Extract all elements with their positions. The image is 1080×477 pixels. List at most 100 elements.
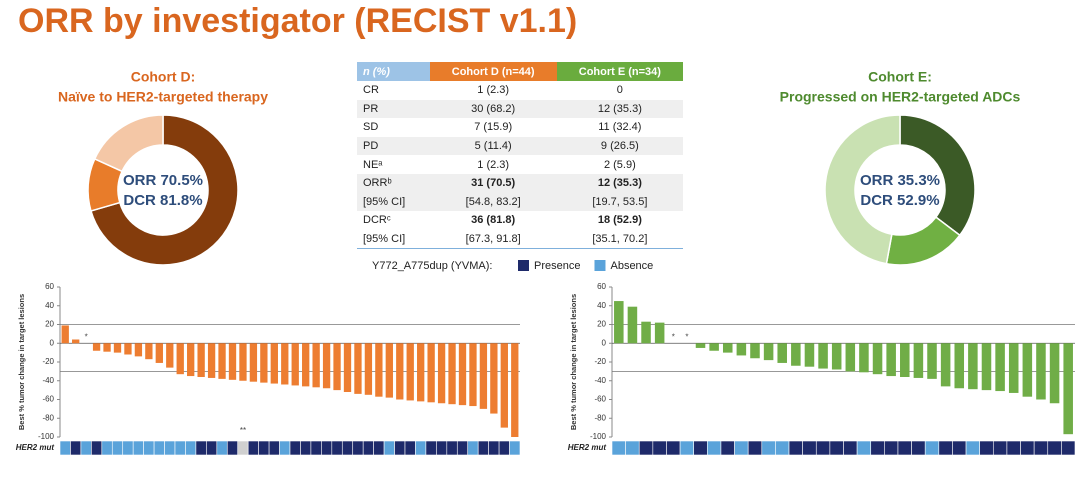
bar: [709, 343, 719, 351]
her2-cell: [611, 440, 626, 456]
her2-cell: [111, 440, 124, 456]
her2-cell: [456, 440, 469, 456]
bar: [260, 343, 268, 383]
donut-segment: [824, 114, 901, 265]
bar: [968, 343, 978, 390]
donut-center-text: DCR 81.8%: [123, 192, 202, 209]
donut-segment: [90, 114, 239, 266]
bar: [291, 343, 299, 386]
her2-cell: [80, 440, 92, 456]
her2-cell: [979, 440, 994, 456]
bar: [145, 343, 153, 360]
y-tick-label: -60: [42, 395, 54, 404]
her2-cell: [498, 440, 510, 456]
her2-cell: [237, 440, 249, 456]
bar: [750, 343, 760, 359]
bar: [281, 343, 289, 385]
her2-cell: [911, 440, 926, 456]
bar: [1008, 343, 1019, 393]
table-row: SD 7 (15.9) 11 (32.4): [357, 118, 683, 137]
row-label: HER2 mut: [568, 443, 607, 452]
her2-cell: [341, 440, 354, 456]
bar: [218, 343, 226, 379]
bar: [1022, 343, 1033, 397]
table-row: CR 1 (2.3) 0: [357, 81, 683, 100]
her2-cell: [992, 440, 1008, 456]
her2-cell: [734, 440, 749, 456]
her2-cell: [268, 440, 280, 456]
her2-cell: [652, 440, 667, 456]
table-row: PR 30 (68.2) 12 (35.3): [357, 99, 683, 119]
her2-cell: [693, 440, 708, 456]
bar-annotation: *: [672, 332, 675, 341]
her2-cell: [1061, 440, 1076, 456]
bar: [954, 343, 965, 389]
bar: [249, 343, 258, 382]
donut-subtitle: Naïve to HER2-targeted therapy: [58, 89, 268, 105]
her2-cell: [761, 440, 776, 456]
her2-cell: [101, 440, 113, 456]
her2-cell: [856, 440, 872, 456]
table-cell: PD: [357, 136, 430, 156]
her2-cell: [310, 440, 322, 456]
bar: [113, 343, 122, 353]
bar: [490, 343, 498, 414]
bar: [804, 343, 815, 367]
her2-cell: [1033, 440, 1049, 456]
her2-cell: [638, 440, 654, 456]
her2-cell: [509, 440, 521, 456]
table-cell: PR: [357, 99, 430, 119]
bar: [791, 343, 801, 366]
her2-cell: [164, 440, 176, 456]
y-tick-label: 0: [602, 338, 607, 347]
table-cell: 2 (5.9): [603, 158, 636, 171]
header-row: n (%) Cohort D (n=44) Cohort E (n=34): [357, 62, 683, 81]
bar: [354, 343, 362, 394]
bar: [900, 343, 910, 377]
her2-cell: [247, 440, 259, 456]
y-tick-label: -80: [594, 413, 606, 422]
her2-cell: [362, 440, 374, 456]
bar-annotation: **: [240, 426, 246, 435]
table-cell: 11 (32.4): [598, 121, 642, 134]
her2-cell: [404, 440, 416, 456]
y-axis-label: Best % tumor change in target lesions: [17, 294, 26, 430]
bar: [364, 343, 373, 395]
her2-cell: [802, 440, 817, 456]
slide-title: ORR by investigator (RECIST v1.1): [18, 2, 578, 40]
donut-title: Cohort D:: [131, 69, 196, 85]
her2-cell: [775, 440, 790, 456]
table-cell: DCRᶜ: [363, 214, 391, 227]
table-cell: 36 (81.8): [471, 214, 516, 227]
her2-cell: [132, 440, 144, 456]
bar: [302, 343, 310, 387]
bar: [437, 343, 446, 404]
table-cell: [54.8, 83.2]: [429, 192, 557, 212]
y-tick-label: -40: [42, 376, 54, 385]
bar: [134, 343, 143, 357]
bar: [396, 343, 404, 400]
y-tick-label: 20: [45, 320, 54, 329]
y-tick-label: -80: [42, 413, 54, 422]
her2-cell: [952, 440, 967, 456]
bar: [197, 343, 205, 377]
her2-cell: [70, 440, 82, 456]
y-tick-label: 60: [597, 282, 606, 291]
table-cell: [67.3, 91.8]: [465, 233, 521, 246]
table-cell: [19.7, 53.5]: [556, 192, 683, 212]
header-cell: Cohort D (n=44): [429, 62, 557, 81]
her2-cell: [59, 440, 71, 456]
bar: [124, 343, 132, 355]
bar: [312, 343, 320, 388]
row-label: HER2 mut: [16, 443, 55, 452]
y-tick-label: -40: [594, 376, 606, 385]
her2-cell: [216, 440, 228, 456]
table-cell: CR: [363, 84, 379, 97]
table-cell: 7 (15.9): [474, 121, 513, 134]
her2-cell: [185, 440, 197, 456]
her2-cell: [720, 440, 735, 456]
table-cell: [95% CI]: [357, 192, 430, 212]
her2-cell: [870, 440, 885, 456]
her2-cell: [425, 440, 437, 456]
header-cell: Cohort E (n=34): [556, 62, 683, 81]
